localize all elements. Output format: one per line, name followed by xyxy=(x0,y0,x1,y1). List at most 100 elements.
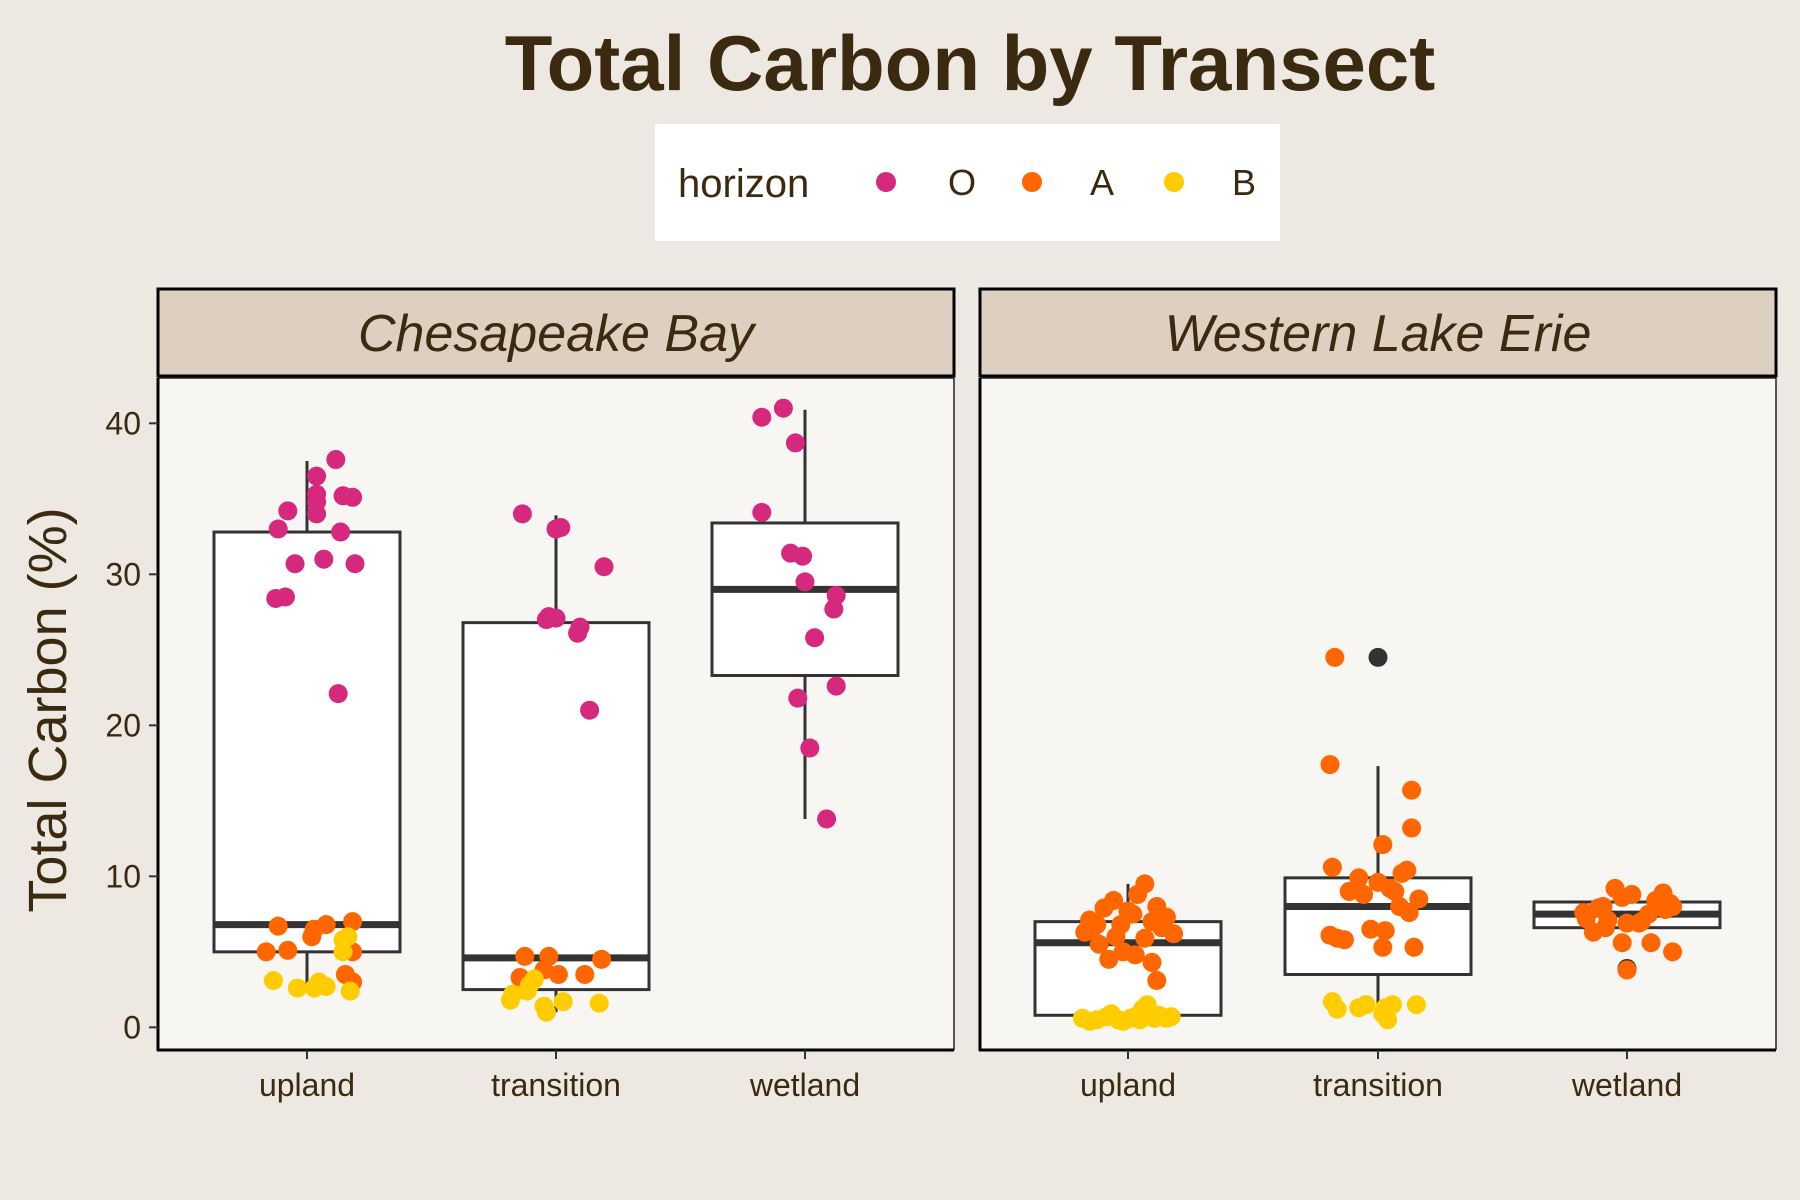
point-horizon-a xyxy=(316,915,336,935)
point-horizon-o xyxy=(805,628,825,648)
point-horizon-a xyxy=(1612,933,1632,953)
data-points xyxy=(1072,647,1683,1031)
point-horizon-a xyxy=(1125,945,1145,965)
point-horizon-a xyxy=(1322,857,1342,877)
x-tick-label-wetland: wetland xyxy=(749,1067,860,1103)
point-horizon-o xyxy=(752,407,772,427)
facet-strip xyxy=(978,287,1778,378)
point-horizon-a xyxy=(515,946,535,966)
point-horizon-a xyxy=(1111,915,1131,935)
point-horizon-o xyxy=(343,487,363,507)
y-axis-label: Total Carbon (%) xyxy=(18,507,78,912)
point-horizon-a xyxy=(1409,889,1429,909)
point-horizon-a xyxy=(1373,835,1393,855)
facet-chesapeake-bay: Chesapeake Bay 0 10 20 30 40 upland transition w… xyxy=(105,287,956,1103)
legend-key-a xyxy=(1022,172,1042,192)
outlier-point xyxy=(1368,647,1388,667)
x-tick-label-transition: transition xyxy=(491,1067,621,1103)
point-horizon-o xyxy=(785,433,805,453)
point-horizon-b xyxy=(1161,1007,1181,1027)
x-tick-label-transition: transition xyxy=(1313,1067,1443,1103)
point-horizon-b xyxy=(553,992,573,1012)
point-horizon-o xyxy=(773,398,793,418)
point-horizon-a xyxy=(1361,919,1381,939)
point-horizon-a xyxy=(1089,934,1109,954)
chart-title: Total Carbon by Transect xyxy=(505,19,1435,107)
point-horizon-b xyxy=(263,971,283,991)
y-tick-label: 30 xyxy=(105,556,141,592)
point-horizon-b xyxy=(503,984,523,1004)
point-horizon-o xyxy=(594,557,614,577)
box-iqr xyxy=(461,621,651,992)
point-horizon-a xyxy=(1135,928,1155,948)
point-horizon-o xyxy=(314,549,334,569)
point-horizon-a xyxy=(1622,884,1642,904)
point-horizon-o xyxy=(580,700,600,720)
legend: horizon O A B xyxy=(655,124,1280,241)
point-horizon-b xyxy=(340,981,360,1001)
point-horizon-o xyxy=(307,466,327,486)
point-horizon-a xyxy=(1152,918,1172,938)
point-horizon-a xyxy=(575,964,595,984)
point-horizon-a xyxy=(1402,818,1422,838)
point-horizon-o xyxy=(793,546,813,566)
y-tick-label: 20 xyxy=(105,707,141,743)
point-horizon-o xyxy=(788,688,808,708)
legend-label-a: A xyxy=(1090,162,1114,203)
point-horizon-a xyxy=(1385,881,1405,901)
box-iqr xyxy=(710,521,900,677)
point-horizon-o xyxy=(331,522,351,542)
point-horizon-a xyxy=(343,912,363,932)
x-tick-label-upland: upland xyxy=(1080,1067,1176,1103)
box-iqr xyxy=(212,530,402,954)
point-horizon-a xyxy=(1082,919,1102,939)
point-horizon-a xyxy=(1617,960,1637,980)
point-horizon-o xyxy=(328,684,348,704)
point-horizon-o xyxy=(278,501,298,521)
point-horizon-b xyxy=(316,977,336,997)
point-horizon-o xyxy=(824,599,844,619)
point-horizon-b xyxy=(1130,1010,1150,1030)
legend-label-b: B xyxy=(1232,162,1256,203)
facet-strip-label: Chesapeake Bay xyxy=(358,305,757,363)
point-horizon-b xyxy=(524,969,544,989)
point-horizon-b xyxy=(1327,999,1347,1019)
point-horizon-a xyxy=(278,940,298,960)
facet-strip xyxy=(156,287,956,378)
point-horizon-a xyxy=(1397,860,1417,880)
point-horizon-b xyxy=(1406,995,1426,1015)
point-horizon-a xyxy=(256,942,276,962)
box-wetland xyxy=(710,409,900,819)
y-tick-label: 0 xyxy=(123,1009,141,1045)
point-horizon-b xyxy=(536,1002,556,1022)
point-horizon-a xyxy=(1325,647,1345,667)
legend-label-o: O xyxy=(948,162,976,203)
point-horizon-a xyxy=(1135,874,1155,894)
point-horizon-o xyxy=(268,519,288,539)
box-iqr xyxy=(1033,920,1223,1017)
box-upland xyxy=(1033,883,1223,1017)
point-horizon-a xyxy=(1663,897,1683,917)
legend-key-o xyxy=(876,172,896,192)
point-horizon-b xyxy=(287,978,307,998)
x-tick-label-upland: upland xyxy=(259,1067,355,1103)
y-tick-label: 10 xyxy=(105,858,141,894)
point-horizon-b xyxy=(1382,995,1402,1015)
point-horizon-o xyxy=(275,587,295,607)
point-horizon-a xyxy=(1404,937,1424,957)
point-horizon-a xyxy=(1375,921,1395,941)
point-horizon-o xyxy=(326,450,346,470)
box-upland xyxy=(212,461,402,990)
point-horizon-a xyxy=(1334,930,1354,950)
point-horizon-a xyxy=(1349,868,1369,888)
point-horizon-o xyxy=(826,676,846,696)
point-horizon-o xyxy=(546,608,566,628)
facet-strip-label: Western Lake Erie xyxy=(1165,305,1592,363)
legend-key-b xyxy=(1164,172,1184,192)
facet-panels: Chesapeake Bay 0 10 20 30 40 upland transition w… xyxy=(105,287,1778,1103)
point-horizon-o xyxy=(551,518,571,538)
point-horizon-a xyxy=(1142,952,1162,972)
point-horizon-o xyxy=(800,738,820,758)
point-horizon-a xyxy=(1631,912,1651,932)
